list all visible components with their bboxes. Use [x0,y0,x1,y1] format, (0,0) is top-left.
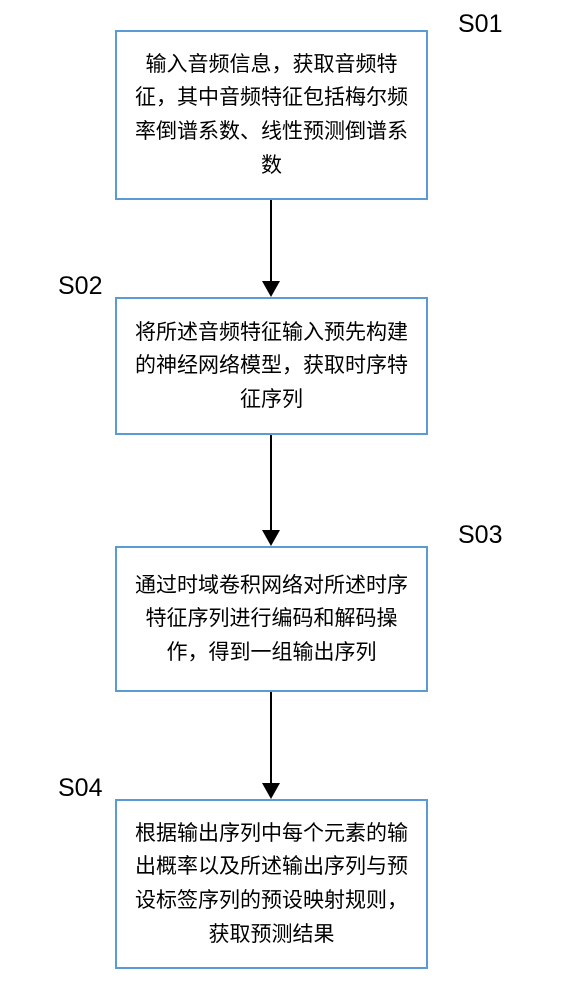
flow-node-s01: 输入音频信息，获取音频特征，其中音频特征包括梅尔频率倒谱系数、线性预测倒谱系数 [115,30,428,200]
step-label-s01: S01 [458,10,502,39]
arrow-line-3 [270,692,272,783]
flow-node-s02: 将所述音频特征输入预先构建的神经网络模型，获取时序特征序列 [115,297,428,435]
step-label-s02: S02 [58,272,102,301]
flow-node-text: 输入音频信息，获取音频特征，其中音频特征包括梅尔频率倒谱系数、线性预测倒谱系数 [133,48,410,182]
flow-node-s04: 根据输出序列中每个元素的输出概率以及所述输出序列与预设标签序列的预设映射规则，获… [115,799,428,969]
flow-node-s03: 通过时域卷积网络对所述时序特征序列进行编码和解码操作，得到一组输出序列 [115,546,428,692]
arrow-head-1 [262,281,280,297]
step-label-s03: S03 [458,521,502,550]
step-label-s04: S04 [58,774,102,803]
arrow-head-3 [262,783,280,799]
arrow-line-2 [270,435,272,530]
arrow-head-2 [262,530,280,546]
flow-node-text: 根据输出序列中每个元素的输出概率以及所述输出序列与预设标签序列的预设映射规则，获… [133,817,410,951]
arrow-line-1 [270,200,272,281]
flow-node-text: 将所述音频特征输入预先构建的神经网络模型，获取时序特征序列 [133,316,410,417]
flow-node-text: 通过时域卷积网络对所述时序特征序列进行编码和解码操作，得到一组输出序列 [133,569,410,670]
